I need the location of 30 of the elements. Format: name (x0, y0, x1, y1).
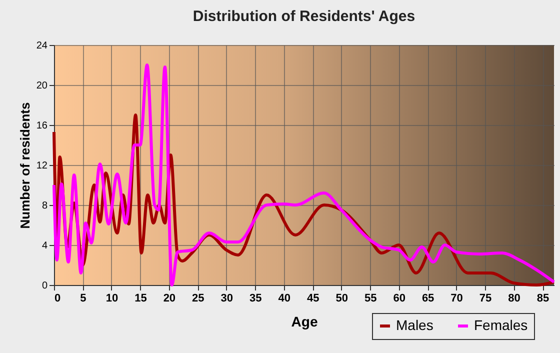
x-tick-label: 45 (306, 292, 320, 304)
x-tick-label: 60 (393, 292, 406, 304)
x-tick-label: 15 (134, 292, 147, 304)
x-tick-label: 35 (250, 292, 262, 304)
x-tick-label: 65 (422, 292, 434, 304)
x-tick-label: 75 (479, 292, 492, 304)
x-tick-label: 0 (54, 292, 61, 304)
y-tick-label: 0 (42, 280, 48, 292)
y-tick-label: 12 (36, 160, 48, 172)
x-tick-label: 85 (536, 292, 550, 304)
x-tick-label: 25 (192, 292, 204, 304)
legend-label: Females (474, 317, 528, 333)
x-tick-label: 30 (220, 292, 234, 304)
x-tick-label: 80 (508, 292, 520, 304)
y-axis-title: Number of residents (17, 102, 32, 229)
x-tick-label: 10 (106, 292, 118, 304)
y-tick-label: 24 (36, 40, 48, 52)
x-tick-label: 50 (336, 292, 348, 304)
y-tick-label: 8 (42, 200, 48, 212)
x-tick-label: 40 (278, 292, 291, 304)
y-tick-label: 4 (42, 240, 48, 252)
legend-label: Males (396, 317, 434, 333)
x-tick-label: 55 (364, 292, 377, 304)
x-tick-label: 5 (80, 292, 86, 304)
chart-title: Distribution of Residents' Ages (192, 8, 416, 25)
x-axis-title: Age (291, 314, 318, 330)
y-tick-label: 16 (36, 120, 48, 132)
x-tick-label: 20 (163, 292, 176, 304)
x-tick-label: 70 (450, 292, 463, 304)
y-tick-label: 20 (36, 80, 48, 92)
